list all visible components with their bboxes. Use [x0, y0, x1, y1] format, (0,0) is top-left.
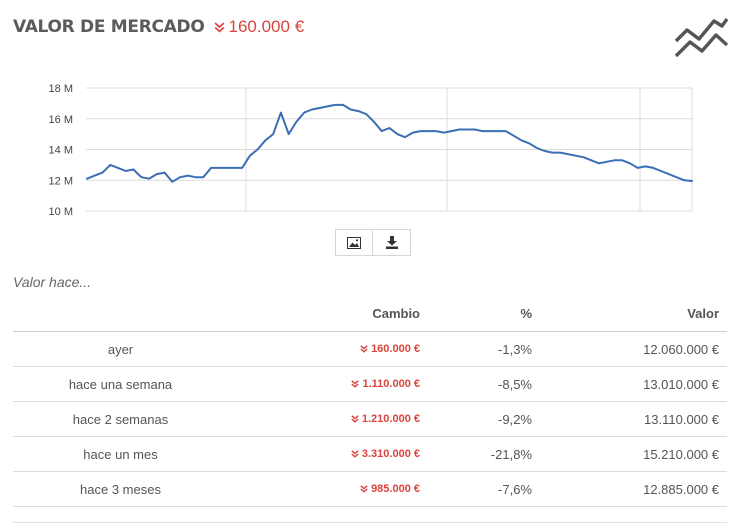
download-button[interactable]: [373, 229, 411, 256]
period-label: hace 2 semanas: [13, 401, 228, 437]
percent-cell: -1,3%: [420, 331, 532, 367]
change-amount: 1.110.000 €: [362, 378, 420, 390]
y-tick-label: 12 M: [49, 175, 73, 187]
period-label: hace una semana: [13, 366, 228, 402]
percent-cell: -21,8%: [420, 436, 532, 472]
column-header-value: Valor: [532, 296, 727, 332]
period-label: hace un mes: [13, 436, 228, 472]
bottom-divider: [13, 522, 727, 523]
y-tick-label: 18 M: [49, 83, 73, 95]
value-cell: 13.110.000 €: [532, 401, 727, 437]
y-tick-label: 16 M: [49, 114, 73, 126]
table-row: hace un mes 3.310.000 € -21,8% 15.210.000 €: [13, 436, 727, 472]
table-row: hace una semana 1.110.000 € -8,5% 13.010.00…: [13, 366, 727, 402]
period-label: hace 3 meses: [13, 471, 228, 507]
change-cell: 1.210.000 €: [228, 401, 420, 437]
page-title: VALOR DE MERCADO: [13, 17, 205, 37]
double-chevron-down-icon: [360, 485, 368, 493]
value-history-table: Cambio % Valor ayer 160.000 € -1,3% 12.060.…: [13, 296, 727, 507]
double-chevron-down-icon: [214, 21, 224, 33]
value-cell: 13.010.000 €: [532, 366, 727, 402]
double-chevron-down-icon: [351, 450, 359, 458]
market-value-line: [86, 103, 693, 183]
change-cell: 160.000 €: [228, 331, 420, 367]
change-amount: 1.210.000 €: [361, 413, 420, 425]
period-label: ayer: [13, 331, 228, 367]
percent-cell: -7,6%: [420, 471, 532, 507]
change-amount: 3.310.000 €: [361, 448, 420, 460]
double-chevron-down-icon: [351, 380, 360, 388]
column-header-period: [13, 296, 228, 332]
change-cell: 3.310.000 €: [228, 436, 420, 472]
y-tick-label: 10 M: [49, 206, 73, 218]
value-change-badge: 160.000 €: [214, 17, 305, 37]
change-amount: 160.000 €: [371, 343, 420, 355]
double-chevron-down-icon: [360, 345, 368, 353]
history-subtitle: Valor hace...: [13, 274, 92, 290]
image-icon: [347, 236, 361, 249]
value-cell: 15.210.000 €: [532, 436, 727, 472]
market-value-chart: 18 M 16 M 14 M 12 M 10 M: [49, 83, 693, 218]
chart-export-toolbar: [335, 229, 411, 256]
y-tick-label: 14 M: [49, 145, 73, 157]
change-amount: 985.000 €: [371, 483, 420, 495]
change-cell: 985.000 €: [228, 471, 420, 507]
double-chevron-down-icon: [351, 415, 359, 423]
value-cell: 12.885.000 €: [532, 471, 727, 507]
market-value-header: VALOR DE MERCADO 160.000 €: [13, 14, 304, 40]
export-image-button[interactable]: [335, 229, 373, 256]
column-header-percent: %: [420, 296, 532, 332]
column-header-change: Cambio: [228, 296, 420, 332]
download-icon: [385, 236, 398, 249]
table-row: hace 2 semanas 1.210.000 € -9,2% 13.110.000…: [13, 401, 727, 437]
trend-chart-icon[interactable]: [673, 14, 729, 60]
percent-cell: -9,2%: [420, 401, 532, 437]
percent-cell: -8,5%: [420, 366, 532, 402]
value-change-amount: 160.000 €: [228, 17, 305, 36]
change-cell: 1.110.000 €: [228, 366, 420, 402]
value-cell: 12.060.000 €: [532, 331, 727, 367]
table-row: ayer 160.000 € -1,3% 12.060.000 €: [13, 331, 727, 367]
table-row: hace 3 meses 985.000 € -7,6% 12.885.000 €: [13, 471, 727, 507]
table-header-row: Cambio % Valor: [13, 296, 727, 332]
